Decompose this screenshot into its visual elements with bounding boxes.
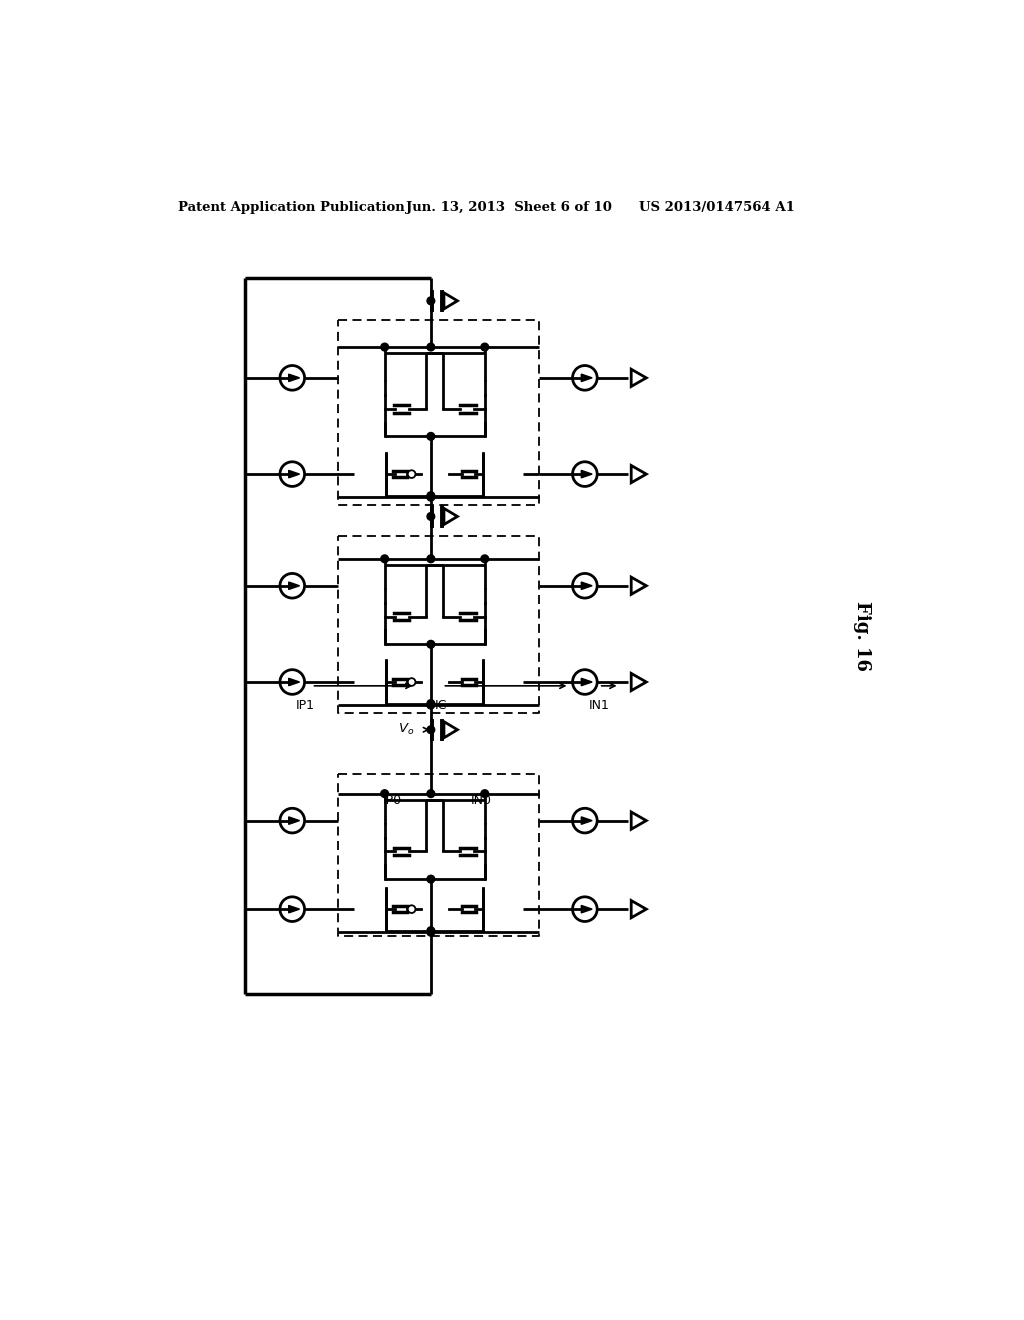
Polygon shape xyxy=(582,470,592,478)
Polygon shape xyxy=(289,817,300,824)
Polygon shape xyxy=(582,906,592,913)
Circle shape xyxy=(427,433,435,441)
Circle shape xyxy=(481,343,488,351)
Circle shape xyxy=(408,678,416,686)
Text: US 2013/0147564 A1: US 2013/0147564 A1 xyxy=(639,201,795,214)
Polygon shape xyxy=(289,678,300,685)
Circle shape xyxy=(427,492,435,499)
Circle shape xyxy=(381,554,388,562)
Text: IC: IC xyxy=(435,700,447,711)
Text: IP1: IP1 xyxy=(296,700,315,711)
Polygon shape xyxy=(289,582,300,590)
Text: Fig. 16: Fig. 16 xyxy=(853,601,871,671)
Circle shape xyxy=(427,554,435,562)
Circle shape xyxy=(408,906,416,913)
Circle shape xyxy=(427,928,435,936)
Circle shape xyxy=(427,512,435,520)
Circle shape xyxy=(481,554,488,562)
Circle shape xyxy=(427,640,435,648)
Circle shape xyxy=(481,789,488,797)
Circle shape xyxy=(427,726,435,734)
Circle shape xyxy=(427,701,435,709)
Circle shape xyxy=(427,927,435,935)
Polygon shape xyxy=(289,906,300,913)
Circle shape xyxy=(427,700,435,708)
Text: Patent Application Publication: Patent Application Publication xyxy=(178,201,406,214)
Text: Jun. 13, 2013  Sheet 6 of 10: Jun. 13, 2013 Sheet 6 of 10 xyxy=(407,201,612,214)
Circle shape xyxy=(381,343,388,351)
Text: IN1: IN1 xyxy=(589,700,609,711)
Text: IP0: IP0 xyxy=(383,793,402,807)
Circle shape xyxy=(427,875,435,883)
Circle shape xyxy=(427,343,435,351)
Polygon shape xyxy=(582,374,592,381)
Text: IN0: IN0 xyxy=(470,793,492,807)
Circle shape xyxy=(408,470,416,478)
Circle shape xyxy=(427,789,435,797)
Polygon shape xyxy=(582,817,592,824)
Text: $V_o$: $V_o$ xyxy=(397,722,414,738)
Polygon shape xyxy=(582,678,592,685)
Circle shape xyxy=(381,789,388,797)
Circle shape xyxy=(427,297,435,305)
Polygon shape xyxy=(582,582,592,590)
Polygon shape xyxy=(289,374,300,381)
Circle shape xyxy=(427,494,435,502)
Polygon shape xyxy=(289,470,300,478)
